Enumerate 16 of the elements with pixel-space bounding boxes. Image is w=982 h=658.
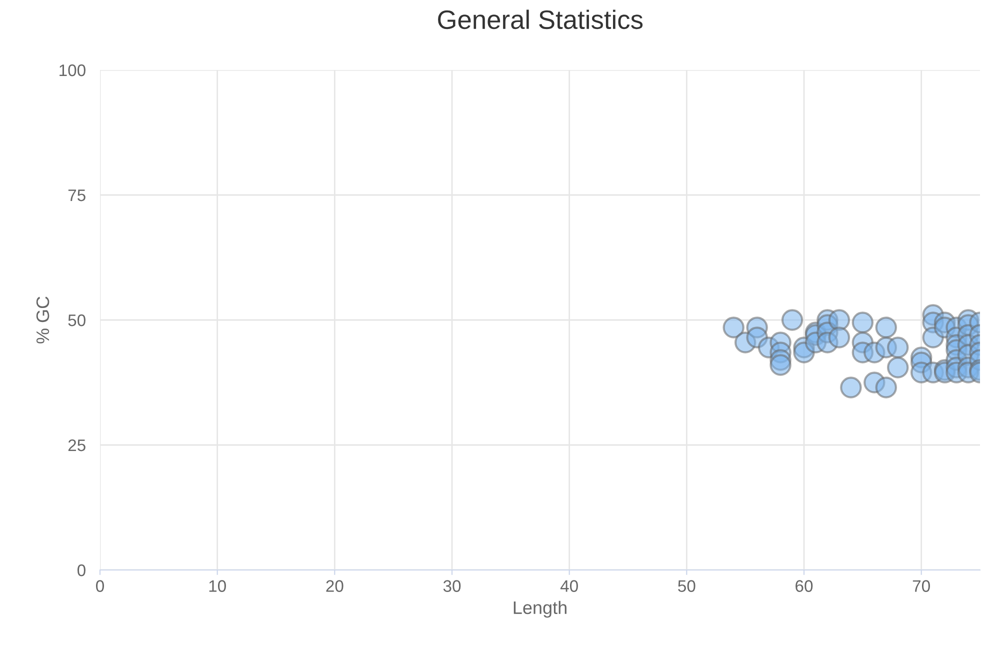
x-tick-label: 70 <box>912 580 930 592</box>
x-tick-label: 0 <box>96 580 104 592</box>
chart-title: General Statistics <box>438 10 643 30</box>
y-tick-label: 25 <box>68 439 86 452</box>
x-tick-label: 10 <box>209 580 226 592</box>
x-tick-label: 50 <box>678 580 696 592</box>
y-tick-label: 0 <box>77 564 86 576</box>
x-tick-label: 30 <box>443 580 461 592</box>
y-tick-label: 75 <box>68 190 86 202</box>
y-axis-title: % GC <box>36 296 50 344</box>
x-tick-label: 20 <box>326 580 344 592</box>
x-axis-title: Length <box>514 600 566 618</box>
y-tick-label: 100 <box>60 64 86 76</box>
y-tick-label: 50 <box>68 314 86 326</box>
x-tick-label: 40 <box>560 580 578 592</box>
x-tick-label: 60 <box>796 580 813 592</box>
